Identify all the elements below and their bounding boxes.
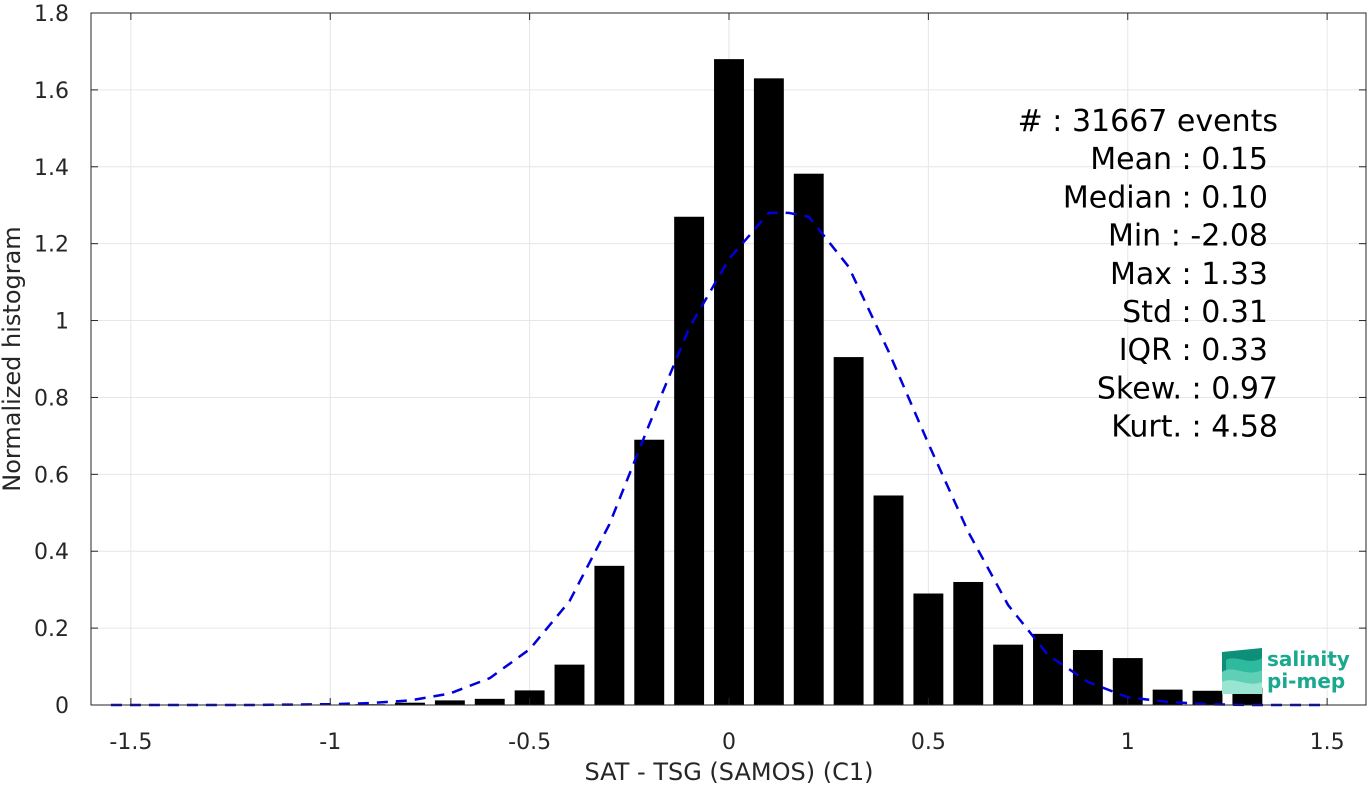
fit-curve-group — [110, 211, 1328, 707]
y-axis-label: Normalized histogram — [0, 226, 26, 491]
stat-line-1: Mean : 0.15 — [1090, 142, 1268, 177]
x-tick-label-3: 0 — [722, 730, 736, 755]
bar-24 — [1072, 650, 1103, 705]
bar-18 — [833, 357, 864, 705]
y-tick-label-3: 0.6 — [34, 463, 69, 488]
stat-line-3: Min : -2.08 — [1108, 219, 1268, 254]
bar-13 — [634, 439, 665, 705]
y-tick-label-2: 0.4 — [34, 540, 69, 565]
x-tick-label-0: -1.5 — [109, 730, 152, 755]
bar-19 — [873, 495, 904, 705]
y-tick-label-8: 1.6 — [34, 79, 69, 104]
stat-line-8: Kurt. : 4.58 — [1111, 410, 1278, 445]
y-tick-label-5: 1 — [55, 310, 69, 335]
x-tick-label-2: -0.5 — [508, 730, 551, 755]
y-tick-label-9: 1.8 — [34, 2, 69, 27]
bar-20 — [913, 593, 944, 705]
salinity-pimep-logo: salinity pi-mep — [1222, 647, 1350, 694]
logo-text-salinity: salinity — [1267, 647, 1350, 671]
bar-16 — [753, 78, 784, 706]
x-tick-label-6: 1.5 — [1310, 730, 1345, 755]
x-tick-label-1: -1 — [319, 730, 341, 755]
stat-line-7: Skew. : 0.97 — [1097, 371, 1278, 406]
y-tick-label-7: 1.4 — [34, 156, 69, 181]
bar-11 — [554, 664, 585, 705]
logo-text-pimep: pi-mep — [1267, 669, 1345, 693]
bar-22 — [993, 644, 1024, 705]
stat-line-6: IQR : 0.33 — [1119, 333, 1268, 368]
bar-8 — [434, 700, 465, 705]
bar-27 — [1192, 690, 1223, 705]
bar-10 — [514, 690, 545, 705]
bar-15 — [714, 59, 744, 705]
x-tick-label-5: 1 — [1121, 730, 1135, 755]
bar-7 — [395, 702, 425, 705]
bar-17 — [793, 173, 824, 706]
bar-12 — [594, 565, 625, 705]
x-tick-label-4: 0.5 — [911, 730, 946, 755]
stat-line-2: Median : 0.10 — [1063, 180, 1268, 215]
y-tick-label-1: 0.2 — [34, 617, 69, 642]
logo-waves-icon — [1222, 648, 1262, 694]
bar-21 — [953, 581, 984, 705]
bar-14 — [674, 216, 705, 705]
stat-line-4: Max : 1.33 — [1110, 257, 1268, 292]
y-axis-ticks: 0 0.2 0.4 0.6 0.8 1 1.2 1.4 1.6 1.8 — [34, 2, 1366, 719]
y-tick-label-0: 0 — [55, 694, 69, 719]
bar-9 — [474, 698, 505, 705]
x-axis-ticks: -1.5 -1 -0.5 0 0.5 1 1.5 — [109, 13, 1345, 755]
stat-line-5: Std : 0.31 — [1122, 295, 1268, 330]
histogram-bars — [315, 59, 1263, 706]
fit-curve — [110, 211, 1328, 707]
bar-23 — [1033, 633, 1063, 705]
y-tick-label-6: 1.2 — [34, 233, 69, 258]
stat-line-0: # : 31667 events — [1018, 104, 1278, 139]
x-axis-label: SAT - TSG (SAMOS) (C1) — [585, 758, 874, 785]
y-tick-label-4: 0.8 — [34, 386, 69, 411]
